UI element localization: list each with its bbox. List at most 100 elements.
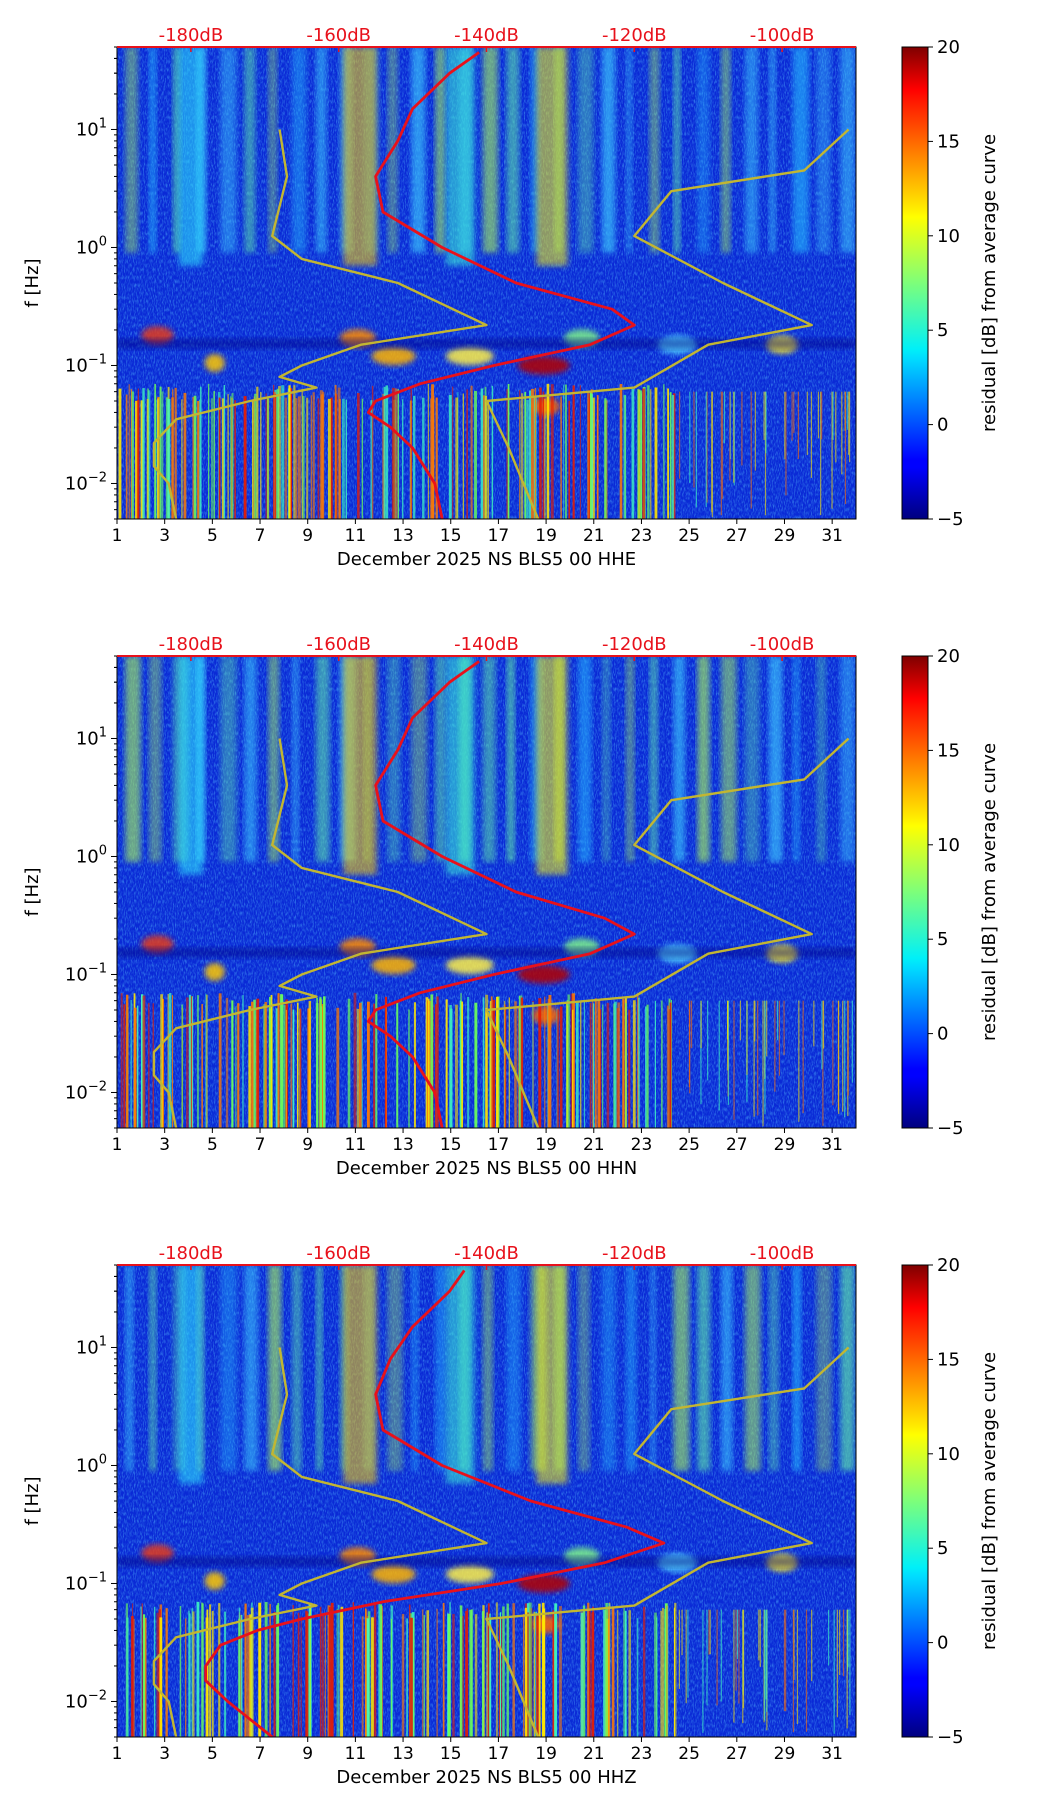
transient-line <box>705 391 707 507</box>
transient-line <box>813 1000 815 1047</box>
transient-line <box>373 1003 376 1128</box>
transient-line <box>638 389 641 519</box>
microseism-blob <box>204 962 225 981</box>
transient-line <box>413 1002 416 1128</box>
transient-line <box>661 1607 664 1737</box>
transient-line <box>470 385 473 519</box>
transient-line <box>654 1000 656 1128</box>
day-band <box>673 1265 690 1471</box>
transient-line <box>678 1609 680 1689</box>
transient-line <box>433 395 435 519</box>
transient-line <box>495 1602 498 1737</box>
x-tick-label: 25 <box>678 1744 700 1764</box>
x-tick-label: 5 <box>207 1744 218 1764</box>
day-band <box>316 47 327 253</box>
transient-line <box>297 1612 300 1737</box>
day-band <box>244 656 257 862</box>
transient-line <box>165 1608 168 1737</box>
transient-line <box>592 1003 595 1128</box>
transient-line <box>436 996 439 1128</box>
x-tick-label: 13 <box>392 1135 414 1155</box>
transient-line <box>317 398 320 519</box>
colorbar-tick-label: 0 <box>937 1633 948 1654</box>
transient-line <box>636 1618 639 1737</box>
day-band <box>721 656 737 862</box>
day-band <box>721 47 731 253</box>
day-band <box>482 47 498 253</box>
transient-line <box>135 400 139 519</box>
transient-line <box>602 1004 604 1128</box>
transient-line <box>409 1604 411 1737</box>
transient-line <box>660 1610 662 1737</box>
colorbar-tick-label: 5 <box>937 929 948 950</box>
transient-line <box>662 384 665 519</box>
transient-line <box>358 1002 362 1128</box>
transient-line <box>508 997 510 1128</box>
transient-line <box>305 1610 308 1737</box>
transient-line <box>258 1602 262 1737</box>
transient-line <box>353 992 357 1128</box>
x-tick-label: 7 <box>255 1135 266 1155</box>
transient-line <box>126 1617 129 1737</box>
transient-line <box>757 1000 759 1116</box>
transient-line <box>192 1611 195 1737</box>
colorbar-label: residual [dB] from average curve <box>979 1352 1000 1650</box>
transient-line <box>567 1005 569 1128</box>
x-tick-label: 11 <box>345 526 367 546</box>
transient-line <box>347 998 351 1128</box>
transient-line <box>785 391 787 496</box>
transient-line <box>650 389 652 519</box>
transient-line <box>171 995 174 1128</box>
transient-line <box>334 384 337 519</box>
transient-line <box>474 1614 478 1737</box>
day-band <box>149 1265 157 1471</box>
x-tick-label: 23 <box>631 1135 653 1155</box>
transient-line <box>366 1609 368 1737</box>
transient-line <box>596 395 599 519</box>
x-tick-label: 17 <box>488 1135 510 1155</box>
transient-line <box>128 384 130 519</box>
transient-line <box>148 1002 150 1128</box>
microseism-blob <box>445 1565 494 1584</box>
transient-line <box>276 1605 279 1737</box>
day-band <box>697 1265 711 1471</box>
transient-line <box>550 384 554 519</box>
x-tick-label: 5 <box>207 1135 218 1155</box>
transient-line <box>482 395 486 519</box>
transient-line <box>267 398 269 519</box>
transient-line <box>810 391 813 478</box>
transient-line <box>165 397 169 519</box>
transient-line <box>606 1002 610 1128</box>
transient-line <box>733 391 735 483</box>
transient-line <box>563 384 565 519</box>
transient-line <box>302 395 305 519</box>
x-tick-label: 11 <box>345 1744 367 1764</box>
day-band <box>411 47 426 253</box>
day-band <box>578 47 594 253</box>
day-band <box>149 656 162 862</box>
transient-line <box>700 1000 702 1049</box>
transient-line <box>733 1000 735 1120</box>
day-band <box>649 656 658 862</box>
transient-line <box>617 1002 621 1128</box>
transient-line <box>205 993 207 1128</box>
transient-line <box>161 391 164 519</box>
transient-line <box>309 1614 312 1737</box>
transient-line <box>461 1001 464 1128</box>
transient-line <box>554 1603 558 1737</box>
transient-line <box>447 1613 449 1737</box>
transient-line <box>321 1615 324 1737</box>
transient-line <box>274 393 277 519</box>
storm-band <box>343 656 377 875</box>
x-tick-label: 3 <box>159 1135 170 1155</box>
colorbar-label: residual [dB] from average curve <box>979 743 1000 1041</box>
transient-line <box>848 391 851 463</box>
day-band <box>125 47 138 253</box>
transient-line <box>308 1000 312 1128</box>
transient-line <box>410 389 412 519</box>
transient-line <box>310 395 312 519</box>
x-tick-label: 17 <box>488 526 510 546</box>
transient-line <box>273 1611 276 1737</box>
transient-line <box>488 1613 491 1737</box>
